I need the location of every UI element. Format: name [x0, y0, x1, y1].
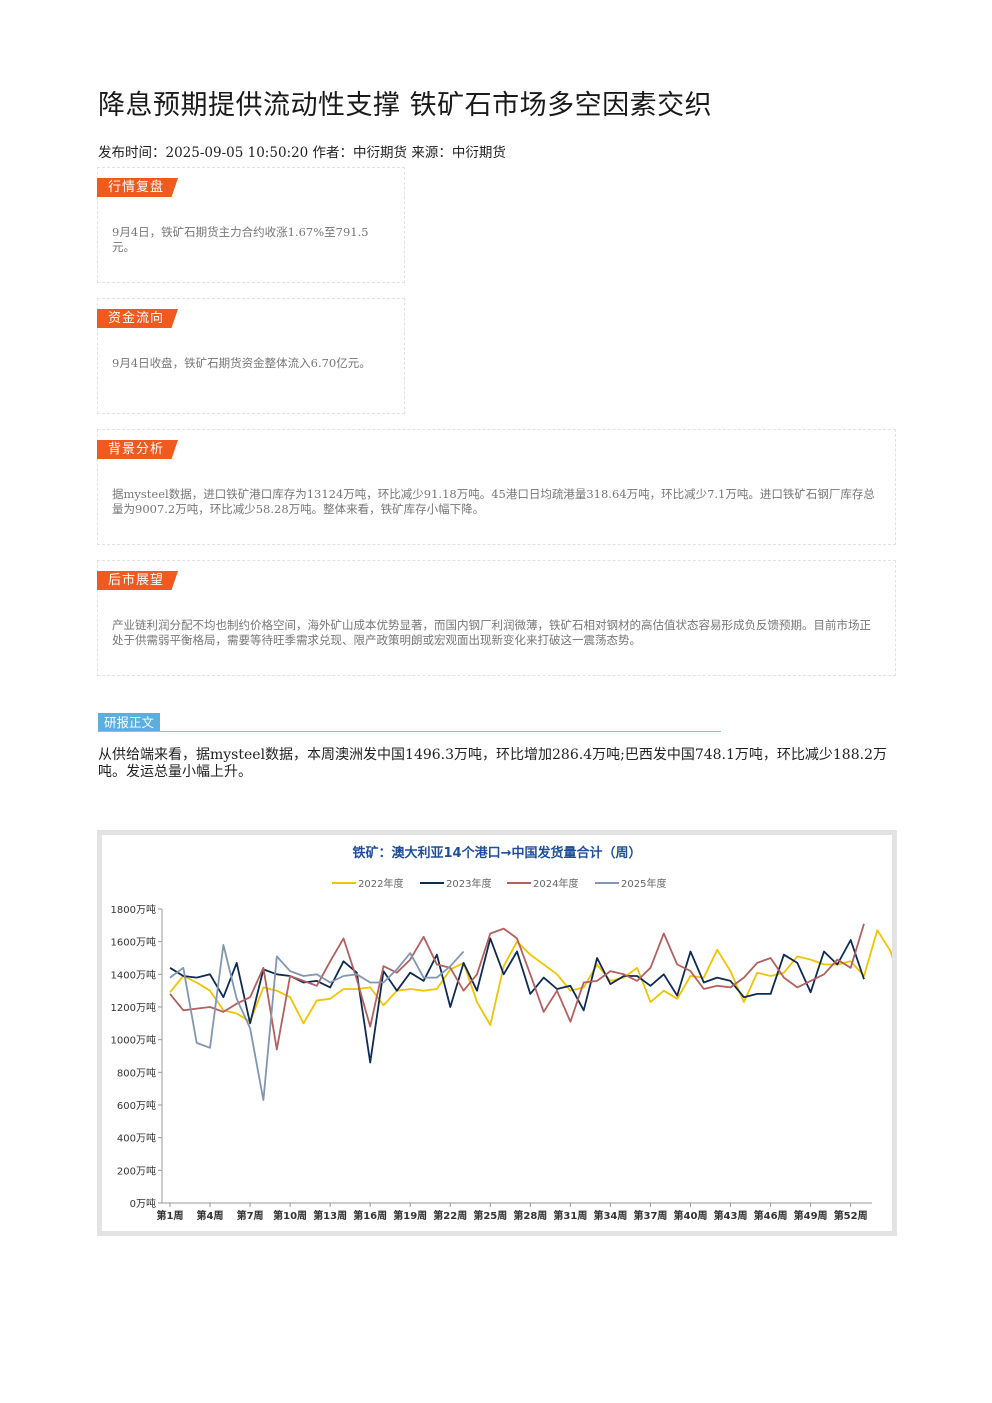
- y-tick-label: 800万吨: [117, 1066, 156, 1079]
- x-tick-label: 第49周: [794, 1209, 828, 1222]
- y-tick-label: 1200万吨: [111, 1001, 156, 1014]
- market-review-box: 行情复盘 9月4日，铁矿石期货主力合约收涨1.67%至791.5元。: [97, 167, 405, 283]
- market-review-text: 9月4日，铁矿石期货主力合约收涨1.67%至791.5元。: [112, 225, 369, 254]
- market-review-tag: 行情复盘: [97, 178, 179, 197]
- x-tick-label: 第25周: [473, 1209, 507, 1222]
- y-tick-label: 1000万吨: [111, 1034, 156, 1047]
- x-tick-label: 第1周: [157, 1209, 184, 1222]
- x-tick-label: 第43周: [714, 1209, 748, 1222]
- x-tick-label: 第40周: [674, 1209, 708, 1222]
- outlook-box: 后市展望 产业链利润分配不均也制约价格空间，海外矿山成本优势显著，而国内钢厂利润…: [97, 560, 896, 676]
- y-tick-label: 1600万吨: [111, 936, 156, 949]
- x-tick-label: 第16周: [353, 1209, 387, 1222]
- chart-frame: 铁矿：澳大利亚14个港口→中国发货量合计（周） 2022年度 2023年度 2024…: [97, 830, 905, 1236]
- legend-label-1: 2023年度: [446, 877, 491, 890]
- outlook-tag: 后市展望: [97, 571, 179, 590]
- report-tag: 研报正文: [98, 713, 161, 732]
- x-tick-label: 第10周: [273, 1209, 307, 1222]
- x-tick-label: 第7周: [237, 1209, 264, 1222]
- x-tick-label: 第31周: [553, 1209, 587, 1222]
- article-meta: 发布时间：2025-09-05 10:50:20 作者：中衍期货 来源：中衍期货: [98, 145, 506, 161]
- x-tick-label: 第28周: [513, 1209, 547, 1222]
- x-tick-label: 第4周: [197, 1209, 224, 1222]
- fund-flow-box: 资金流向 9月4日收盘，铁矿石期货资金整体流入6.70亿元。: [97, 298, 405, 414]
- background-analysis-box: 背景分析 据mysteel数据，进口铁矿港口库存为13124万吨，环比减少91.…: [97, 429, 896, 545]
- y-tick-label: 200万吨: [117, 1164, 156, 1177]
- series-line-2024年度: [169, 923, 865, 1051]
- y-axis: 0万吨 200万吨 400万吨 600万吨 800万吨 1000万吨 1200万吨 1400万…: [111, 903, 163, 1210]
- shipment-line-chart: 铁矿：澳大利亚14个港口→中国发货量合计（周） 2022年度 2023年度 2024…: [111, 845, 905, 1222]
- series-line-2023年度: [169, 937, 865, 1064]
- series-line-2025年度: [169, 944, 465, 1102]
- outlook-text: 产业链利润分配不均也制约价格空间，海外矿山成本优势显著，而国内钢厂利润微薄，铁矿…: [112, 618, 871, 647]
- x-tick-label: 第37周: [634, 1209, 668, 1222]
- y-tick-label: 0万吨: [130, 1197, 156, 1210]
- background-analysis-text: 据mysteel数据，进口铁矿港口库存为13124万吨，环比减少91.18万吨。…: [112, 487, 875, 516]
- x-tick-label: 第19周: [393, 1209, 427, 1222]
- x-tick-label: 第34周: [593, 1209, 627, 1222]
- fund-flow-text: 9月4日收盘，铁矿石期货资金整体流入6.70亿元。: [112, 356, 371, 370]
- x-tick-label: 第46周: [754, 1209, 788, 1222]
- chart-container: 铁矿：澳大利亚14个港口→中国发货量合计（周） 2022年度 2023年度 2024…: [102, 835, 905, 1231]
- legend-label-3: 2025年度: [621, 877, 666, 890]
- y-tick-label: 1400万吨: [111, 968, 156, 981]
- article-title: 降息预期提供流动性支撑 铁矿石市场多空因素交织: [98, 90, 713, 121]
- legend-label-2: 2024年度: [533, 877, 578, 890]
- background-analysis-tag: 背景分析: [97, 440, 179, 459]
- chart-series-lines: [169, 923, 905, 1102]
- x-axis: 第1周 第4周 第7周 第10周 第13周 第16周 第19周 第22周 第25周 第28周 第31…: [157, 1202, 872, 1222]
- fund-flow-tag: 资金流向: [97, 309, 179, 328]
- legend-label-0: 2022年度: [358, 877, 403, 890]
- x-tick-label: 第13周: [313, 1209, 347, 1222]
- chart-title: 铁矿：澳大利亚14个港口→中国发货量合计（周）: [352, 845, 642, 861]
- x-tick-label: 第52周: [834, 1209, 868, 1222]
- y-tick-label: 600万吨: [117, 1099, 156, 1112]
- x-tick-label: 第22周: [433, 1209, 467, 1222]
- report-divider: [98, 731, 721, 732]
- report-body-text: 从供给端来看，据mysteel数据，本周澳洲发中国1496.3万吨，环比增加28…: [98, 747, 887, 780]
- chart-legend: 2022年度 2023年度 2024年度 2025年度: [332, 877, 666, 890]
- y-tick-label: 400万吨: [117, 1132, 156, 1145]
- y-tick-label: 1800万吨: [111, 903, 156, 916]
